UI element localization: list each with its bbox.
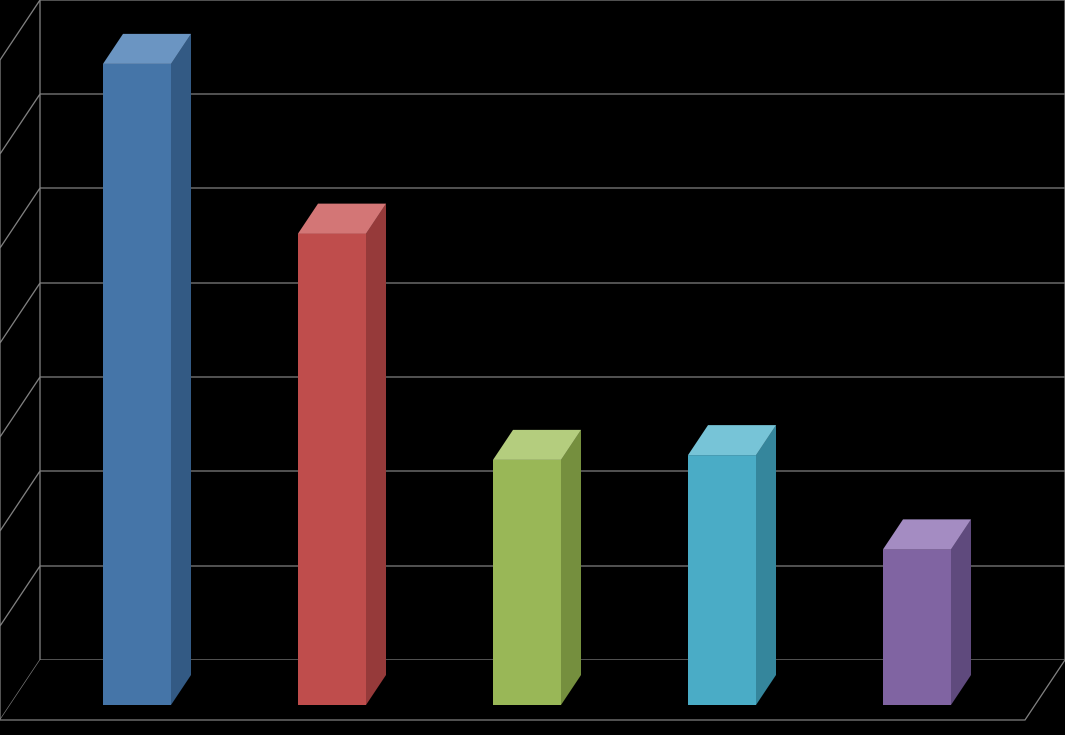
bar-side-1 xyxy=(366,204,386,705)
bar-chart-3d xyxy=(0,0,1065,735)
bar-front-1 xyxy=(298,234,366,705)
bar-front-0 xyxy=(103,64,171,705)
bar-front-2 xyxy=(493,460,561,705)
bar-front-3 xyxy=(688,455,756,705)
bar-side-3 xyxy=(756,425,776,705)
bar-side-4 xyxy=(951,519,971,705)
bar-side-2 xyxy=(561,430,581,705)
bar-front-4 xyxy=(883,549,951,705)
bar-side-0 xyxy=(171,34,191,705)
